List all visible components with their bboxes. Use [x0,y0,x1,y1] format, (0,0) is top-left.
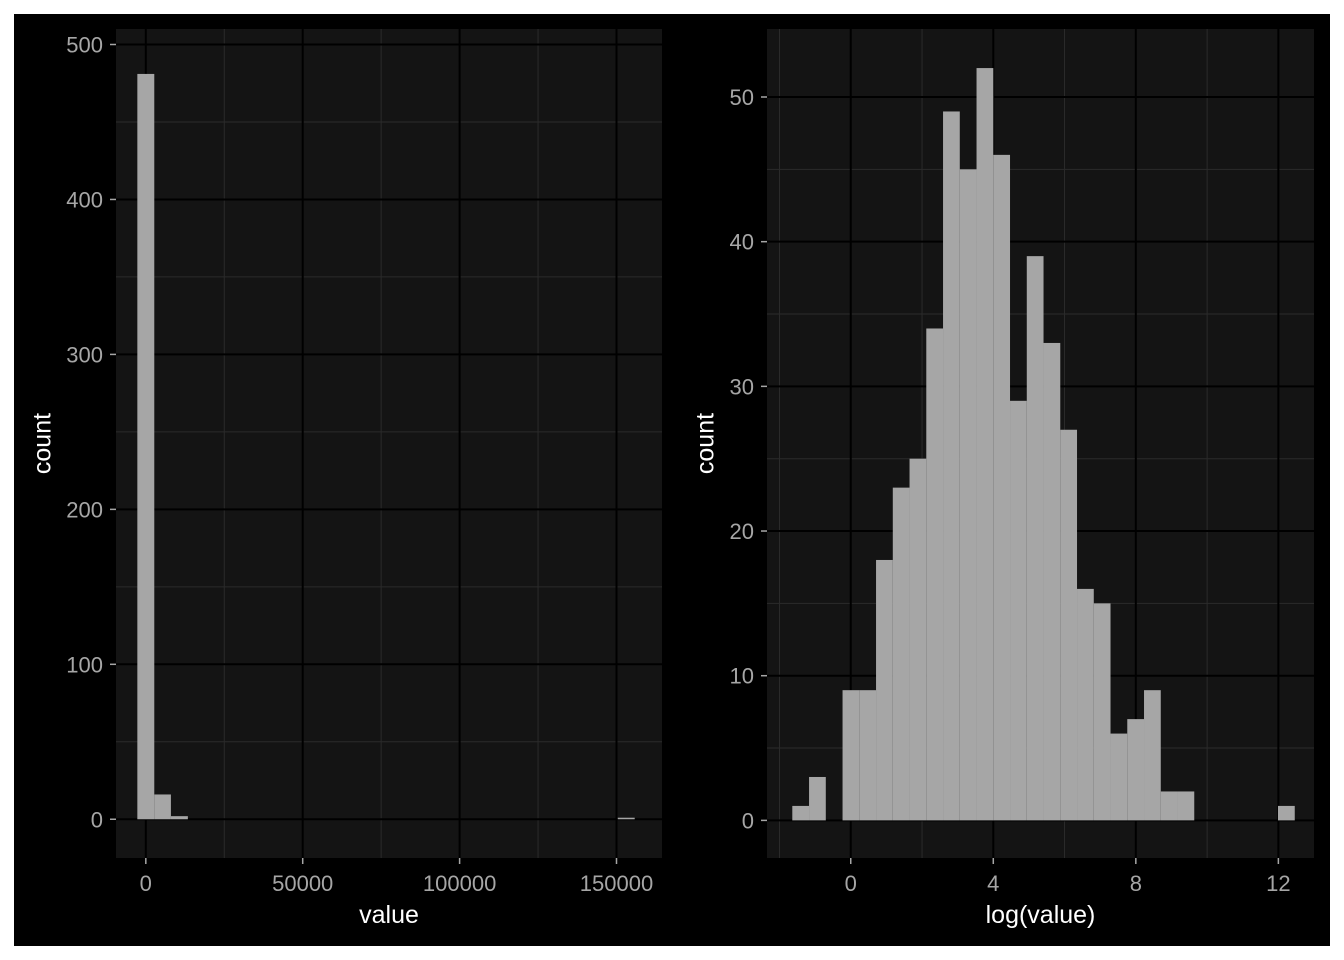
y-tick-label: 10 [730,664,754,689]
histogram-bar [1026,256,1044,821]
histogram-bar [892,487,910,821]
x-tick-label: 4 [987,871,999,896]
x-tick-label: 50000 [272,871,333,896]
x-tick-label: 150000 [580,871,653,896]
histogram-bar [1110,733,1128,821]
histogram-bar [1060,429,1078,821]
histogram-bar [170,816,188,820]
histogram-bar [976,68,994,821]
histogram-bar [876,559,893,821]
y-axis-title: count [692,413,720,474]
histogram-bar [137,73,155,820]
histogram-bar [926,328,944,821]
y-tick-label: 30 [730,374,754,399]
x-tick-label: 100000 [423,871,496,896]
histogram-bar [842,690,860,821]
x-tick-label: 0 [140,871,152,896]
histogram-bar [859,690,877,821]
x-tick-label: 8 [1130,871,1142,896]
y-tick-label: 40 [730,230,754,255]
histogram-bar [1278,805,1295,821]
y-tick-label: 400 [66,187,103,212]
y-axis-title: count [29,413,57,474]
histogram-bar [993,154,1011,821]
y-tick-label: 500 [66,32,103,57]
histogram-bar [943,111,960,821]
y-tick-label: 0 [91,807,103,832]
chart-panel-1: 0 100 200 300 400 500 0 50000 100000 150000 value c… [29,29,662,929]
x-tick-label: 0 [845,871,857,896]
chart-panel-2: 0 10 20 30 40 50 0 4 8 12 log(value) count [692,29,1314,929]
panel-background [116,29,662,858]
histogram-bar [1144,690,1161,821]
histogram-bar [959,169,977,821]
histogram-bar [909,458,927,821]
y-tick-label: 20 [730,519,754,544]
histogram-bar [1177,791,1195,821]
histogram-bar [1160,791,1178,821]
x-axis-title: value [359,901,419,929]
x-axis-title: log(value) [986,901,1096,929]
histogram-bar [1010,400,1027,821]
histogram-bar [792,805,810,821]
histogram-bar [617,817,635,820]
histogram-bar [1077,588,1094,821]
y-tick-label: 50 [730,85,754,110]
histogram-bar [809,776,826,821]
histogram-bar [154,794,171,820]
y-tick-label: 200 [66,497,103,522]
x-tick-label: 12 [1266,871,1290,896]
histogram-bar [1093,603,1111,821]
y-tick-label: 300 [66,342,103,367]
y-tick-label: 100 [66,652,103,677]
histogram-bar [1043,342,1061,821]
histogram-bar [1127,719,1145,821]
y-tick-label: 0 [742,808,754,833]
